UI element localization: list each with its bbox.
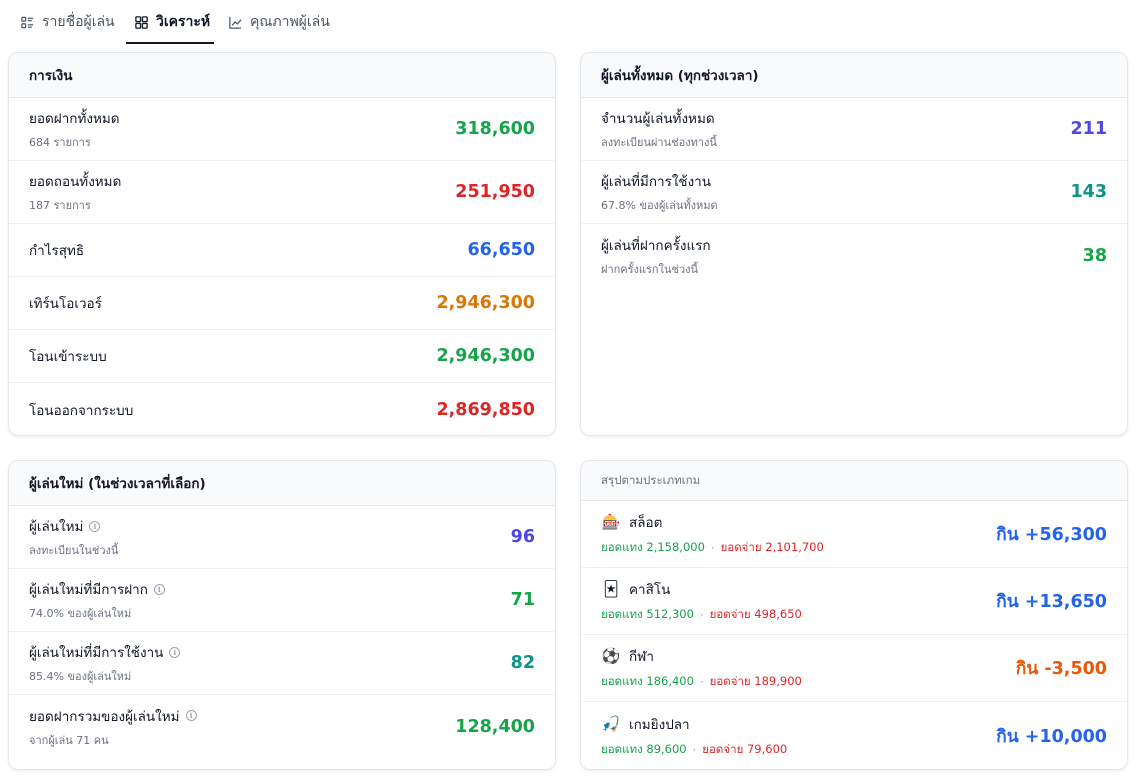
- tab-player-quality-label: คุณภาพผู้เล่น: [250, 14, 330, 30]
- game-row-casino: 🃏 คาสิโน ยอดแทง 512,300 · ยอดจ่าย 498,650 ก…: [581, 568, 1127, 635]
- soccer-ball-icon: ⚽: [601, 647, 621, 665]
- game-bet: ยอดแทง 89,600: [601, 741, 687, 756]
- separator-dot: ·: [692, 742, 697, 757]
- row-sub: 67.8% ของผู้เล่นทั้งหมด: [601, 199, 718, 212]
- row-value: 128,400: [455, 716, 535, 737]
- game-pay: ยอดจ่าย 2,101,700: [720, 540, 824, 554]
- game-result: กิน +10,000: [996, 726, 1107, 747]
- finance-row-total-withdraw: ยอดถอนทั้งหมด 187 รายการ 251,950: [9, 161, 555, 224]
- row-title: ผู้เล่นที่ฝากครั้งแรก: [601, 237, 711, 254]
- new-players-row-total-deposit: ยอดฝากรวมของผู้เล่นใหม่ i จากผู้เล่น 71 คน…: [9, 695, 555, 758]
- row-title: ผู้เล่นใหม่ที่มีการฝาก: [29, 582, 148, 598]
- new-players-card-title: ผู้เล่นใหม่ (ในช่วงเวลาที่เลือก): [9, 461, 555, 506]
- active-tab-indicator: [126, 42, 214, 44]
- separator-dot: ·: [699, 608, 704, 622]
- game-row-slot: 🎰 สล็อต ยอดแทง 2,158,000 · ยอดจ่าย 2,101,70…: [581, 501, 1127, 568]
- row-value: 143: [1070, 182, 1107, 202]
- row-value: 211: [1070, 119, 1107, 139]
- row-sub: 187 รายการ: [29, 199, 91, 212]
- row-title: ยอดถอนทั้งหมด: [29, 174, 122, 190]
- row-value: 318,600: [455, 119, 535, 139]
- game-result: กิน +56,300: [996, 525, 1107, 545]
- row-sub: 85.4% ของผู้เล่นใหม่: [29, 670, 132, 683]
- game-row-sport: ⚽ กีฬา ยอดแทง 186,400 · ยอดจ่าย 189,900 กิน…: [581, 635, 1127, 702]
- game-name: เกมยิงปลา: [629, 716, 690, 733]
- row-title: เทิร์นโอเวอร์: [29, 296, 102, 312]
- row-title: ยอดฝากรวมของผู้เล่นใหม่: [29, 708, 180, 725]
- game-name: กีฬา: [629, 649, 654, 665]
- row-title: จำนวนผู้เล่นทั้งหมด: [601, 111, 715, 127]
- game-bet: ยอดแทง 512,300: [601, 607, 694, 621]
- tab-player-list-label: รายชื่อผู้เล่น: [42, 14, 115, 30]
- row-value: 82: [510, 653, 535, 673]
- fishing-icon: 🎣: [601, 714, 621, 733]
- game-pay: ยอดจ่าย 79,600: [702, 741, 788, 756]
- game-name: คาสิโน: [629, 582, 671, 598]
- tab-analytics[interactable]: วิเคราะห์: [126, 0, 218, 44]
- new-players-card: ผู้เล่นใหม่ (ในช่วงเวลาที่เลือก) ผู้เล่น…: [8, 460, 556, 770]
- row-value: 251,950: [455, 182, 535, 202]
- info-icon[interactable]: i: [153, 583, 165, 595]
- finance-card: การเงิน ยอดฝากทั้งหมด 684 รายการ 318,600 …: [8, 52, 556, 436]
- info-icon[interactable]: i: [169, 646, 181, 658]
- row-title: ยอดฝากทั้งหมด: [29, 111, 120, 127]
- all-players-row-active: ผู้เล่นที่มีการใช้งาน 67.8% ของผู้เล่นทั้…: [581, 161, 1127, 224]
- row-title: ผู้เล่นใหม่: [29, 519, 84, 535]
- all-players-row-total: จำนวนผู้เล่นทั้งหมดลงทะเบียนผ่านช่องทางน…: [581, 98, 1127, 161]
- row-value: 2,869,850: [436, 399, 535, 420]
- game-bet: ยอดแทง 186,400: [601, 674, 694, 688]
- finance-row-transfer-in: โอนเข้าระบบ 2,946,300: [9, 330, 555, 383]
- new-players-row-active: ผู้เล่นใหม่ที่มีการใช้งาน i 85.4% ของผู้เล…: [9, 632, 555, 695]
- row-value: 66,650: [467, 240, 535, 260]
- game-pay: ยอดจ่าย 498,650: [709, 607, 802, 621]
- tab-player-list[interactable]: รายชื่อผู้เล่น: [12, 0, 123, 44]
- finance-card-title: การเงิน: [9, 53, 555, 98]
- info-icon[interactable]: i: [185, 710, 197, 721]
- game-bet: ยอดแทง 2,158,000: [601, 540, 705, 554]
- row-value: 2,946,300: [436, 293, 535, 313]
- finance-row-net-profit: กำไรสุทธิ 66,650: [9, 224, 555, 277]
- grid-icon: [135, 15, 148, 29]
- game-name: สล็อต: [629, 515, 663, 531]
- game-result: กิน +13,650: [996, 592, 1107, 612]
- row-title: กำไรสุทธิ: [29, 243, 85, 259]
- finance-row-transfer-out: โอนออกจากระบบ 2,869,850: [9, 383, 555, 435]
- all-players-row-first-deposit: ผู้เล่นที่ฝากครั้งแรกฝากครั้งแรกในช่วงนี…: [581, 224, 1127, 287]
- game-row-fishing: 🎣 เกมยิงปลา ยอดแทง 89,600 · ยอดจ่าย 79,600 …: [581, 702, 1127, 769]
- row-sub: 684 รายการ: [29, 136, 91, 149]
- row-value: 38: [1082, 245, 1107, 266]
- tab-analytics-label: วิเคราะห์: [156, 14, 211, 30]
- row-sub: ฝากครั้งแรกในช่วงนี้: [601, 262, 699, 276]
- row-value: 2,946,300: [436, 346, 535, 366]
- game-summary-card: สรุปตามประเภทเกม 🎰 สล็อต ยอดแทง 2,158,000…: [580, 460, 1128, 770]
- all-players-card: ผู้เล่นทั้งหมด (ทุกช่วงเวลา) จำนวนผู้เล่…: [580, 52, 1128, 436]
- separator-dot: ·: [710, 541, 715, 555]
- list-icon: [21, 16, 34, 28]
- game-summary-card-title: สรุปตามประเภทเกม: [581, 461, 1127, 501]
- game-pay: ยอดจ่าย 189,900: [709, 674, 802, 688]
- row-title: โอนเข้าระบบ: [29, 349, 107, 365]
- row-title: โอนออกจากระบบ: [29, 402, 134, 419]
- finance-row-total-deposit: ยอดฝากทั้งหมด 684 รายการ 318,600: [9, 98, 555, 161]
- game-result: กิน -3,500: [1015, 659, 1107, 679]
- all-players-card-title: ผู้เล่นทั้งหมด (ทุกช่วงเวลา): [581, 53, 1127, 98]
- new-players-row-new: ผู้เล่นใหม่ i ลงทะเบียนในช่วงนี้ 96: [9, 506, 555, 569]
- row-sub: ลงทะเบียนในช่วงนี้: [29, 544, 119, 557]
- finance-row-turnover: เทิร์นโอเวอร์ 2,946,300: [9, 277, 555, 330]
- row-value: 96: [510, 527, 535, 547]
- row-value: 71: [510, 590, 535, 610]
- separator-dot: ·: [699, 675, 704, 689]
- row-sub: 74.0% ของผู้เล่นใหม่: [29, 607, 132, 620]
- line-chart-icon: [229, 16, 242, 29]
- row-title: ผู้เล่นใหม่ที่มีการใช้งาน: [29, 645, 164, 661]
- row-sub: ลงทะเบียนผ่านช่องทางนี้: [601, 136, 717, 149]
- cards-icon: 🃏: [603, 580, 619, 598]
- tab-player-quality[interactable]: คุณภาพผู้เล่น: [220, 0, 338, 44]
- new-players-row-deposited: ผู้เล่นใหม่ที่มีการฝาก i 74.0% ของผู้เล่นใ…: [9, 569, 555, 632]
- row-title: ผู้เล่นที่มีการใช้งาน: [601, 174, 711, 190]
- row-sub: จากผู้เล่น 71 คน: [29, 733, 109, 747]
- info-icon[interactable]: i: [89, 520, 101, 532]
- tab-bar: รายชื่อผู้เล่น วิเคราะห์ คุณภาพผู้เล่น: [0, 0, 1136, 44]
- slot-machine-icon: 🎰: [601, 513, 621, 531]
